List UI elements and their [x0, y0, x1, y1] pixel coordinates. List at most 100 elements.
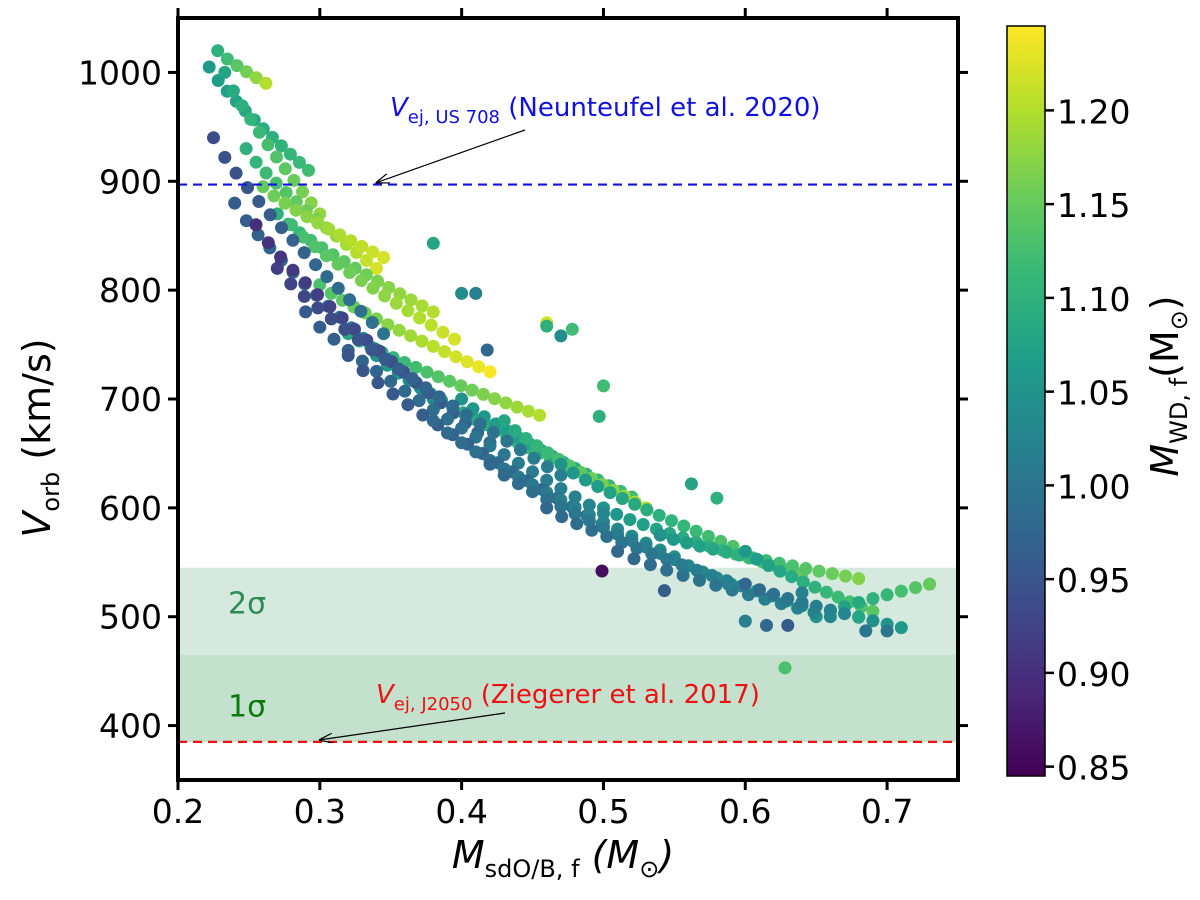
data-point	[499, 396, 513, 410]
data-point	[371, 376, 385, 390]
data-point	[355, 239, 369, 253]
data-point	[738, 544, 752, 558]
data-point	[251, 228, 265, 242]
data-point	[786, 559, 799, 573]
data-point	[311, 288, 325, 302]
data-point	[404, 293, 418, 307]
data-point	[568, 507, 582, 521]
x-tick-label: 0.5	[577, 792, 629, 831]
data-point	[497, 468, 511, 482]
data-point	[252, 195, 266, 208]
data-point	[286, 233, 300, 247]
data-point	[610, 507, 624, 521]
data-point	[441, 412, 454, 426]
data-point	[226, 84, 240, 98]
data-point	[296, 185, 309, 199]
data-point	[510, 400, 524, 414]
data-point	[597, 379, 610, 393]
data-point	[554, 468, 568, 482]
data-point	[319, 249, 333, 263]
data-point	[486, 426, 500, 439]
data-point	[252, 125, 266, 139]
x-axis-label: MsdO/B, f (M⊙)	[452, 833, 674, 883]
data-point	[706, 542, 720, 556]
y-tick-label: 800	[99, 271, 162, 310]
data-point	[398, 384, 412, 398]
data-point	[249, 155, 263, 169]
data-point	[894, 621, 908, 635]
data-point	[677, 519, 691, 533]
data-point	[333, 228, 347, 242]
data-point	[366, 281, 380, 295]
data-point	[269, 176, 283, 190]
data-point	[432, 390, 446, 404]
data-point	[825, 567, 839, 581]
colorbar-tick-label: 0.95	[1057, 561, 1130, 600]
data-point	[676, 568, 690, 582]
data-point	[426, 236, 440, 250]
data-point	[527, 451, 541, 465]
data-point	[721, 577, 735, 591]
data-point	[894, 584, 908, 598]
data-point	[389, 296, 403, 310]
data-point	[239, 142, 253, 156]
data-point	[211, 44, 225, 58]
data-point	[473, 417, 487, 431]
data-point	[533, 408, 547, 422]
data-point	[859, 624, 873, 638]
data-point	[297, 246, 311, 260]
annotation-arrow	[377, 129, 526, 183]
colorbar-tick-label: 1.05	[1057, 374, 1130, 413]
data-point	[541, 446, 555, 460]
data-point	[261, 138, 275, 152]
x-tick-label: 0.3	[294, 792, 346, 831]
data-point	[710, 491, 724, 505]
data-point	[709, 578, 723, 592]
y-tick-label: 1000	[78, 53, 162, 92]
data-point	[449, 350, 463, 364]
data-point	[526, 485, 539, 499]
colorbar-tick-label: 0.85	[1057, 749, 1130, 788]
data-point	[554, 457, 568, 471]
data-point	[480, 343, 494, 357]
data-point	[823, 603, 837, 617]
data-point	[866, 592, 880, 606]
data-point	[378, 352, 392, 366]
data-point	[218, 150, 232, 164]
data-point	[595, 564, 609, 578]
data-point	[311, 216, 325, 230]
data-point	[420, 365, 434, 379]
data-point	[508, 424, 522, 438]
data-point	[459, 408, 473, 422]
data-point	[591, 480, 605, 493]
y-tick-label: 400	[99, 707, 162, 746]
data-point	[628, 497, 642, 511]
data-point	[795, 596, 809, 609]
data-point	[540, 501, 554, 515]
data-point	[554, 329, 568, 343]
data-point	[354, 304, 368, 318]
data-point	[309, 258, 323, 272]
data-point	[738, 614, 752, 628]
data-point	[880, 624, 894, 638]
annotation-text: Vej, US 708 (Neunteufel et al. 2020)	[390, 93, 821, 128]
data-point	[377, 327, 391, 341]
data-point	[570, 517, 584, 531]
data-point	[636, 518, 650, 531]
data-point	[455, 392, 469, 406]
y-axis-ticks: 400 500 600 700 800 900 1000	[78, 53, 968, 746]
data-point	[852, 596, 866, 609]
data-point	[852, 572, 866, 586]
annotation-text: Vej, J2050 (Ziegerer et al. 2017)	[376, 680, 760, 715]
data-point	[207, 131, 220, 145]
data-point	[344, 234, 358, 248]
data-point	[278, 162, 292, 176]
data-point	[313, 320, 327, 334]
data-point	[386, 387, 400, 401]
data-point	[820, 585, 833, 599]
data-point	[285, 218, 298, 232]
colorbar-tick-label: 0.90	[1057, 655, 1130, 694]
data-point	[220, 52, 234, 66]
data-point	[565, 322, 579, 336]
colorbar-ticks: 0.85 0.90 0.95 1.00 1.05 1.10 1.15 1.20	[1045, 92, 1130, 788]
